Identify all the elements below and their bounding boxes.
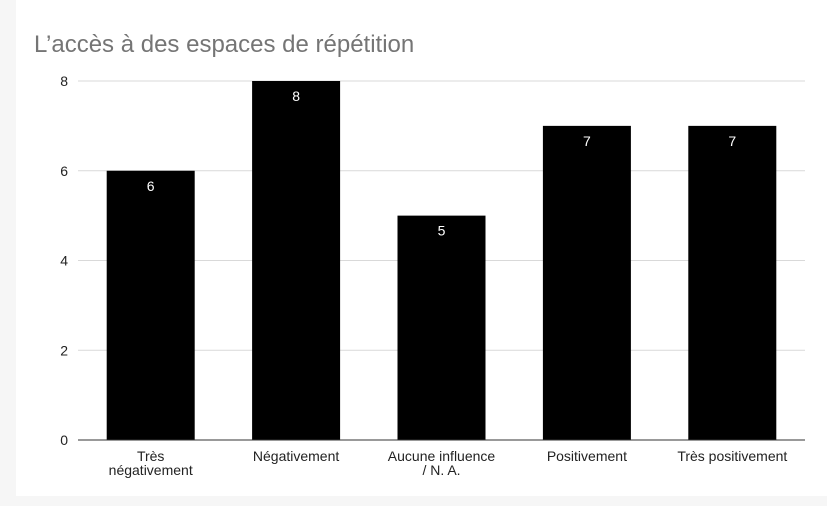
- bar: [397, 215, 486, 440]
- y-tick-label: 8: [60, 73, 68, 89]
- bar: [106, 170, 195, 440]
- x-tick-label: Très positivement: [677, 448, 787, 464]
- y-tick-label: 0: [60, 432, 68, 448]
- x-tick-label: Positivement: [547, 448, 627, 464]
- data-label: 5: [438, 223, 446, 239]
- bar: [688, 125, 777, 440]
- x-tick-label: Négativement: [253, 448, 339, 464]
- bar: [542, 125, 631, 440]
- data-label: 8: [292, 88, 300, 104]
- y-tick-label: 6: [60, 163, 68, 179]
- x-tick-label: Très négativement: [109, 448, 193, 478]
- data-label: 7: [583, 133, 591, 149]
- bar: [252, 81, 341, 440]
- chart-title: L’accès à des espaces de répétition: [34, 31, 414, 58]
- y-tick-label: 4: [60, 253, 68, 269]
- data-label: 6: [147, 178, 155, 194]
- x-tick-label: Aucune influence / N. A.: [388, 448, 496, 478]
- data-label: 7: [728, 133, 736, 149]
- y-tick-label: 2: [60, 342, 68, 358]
